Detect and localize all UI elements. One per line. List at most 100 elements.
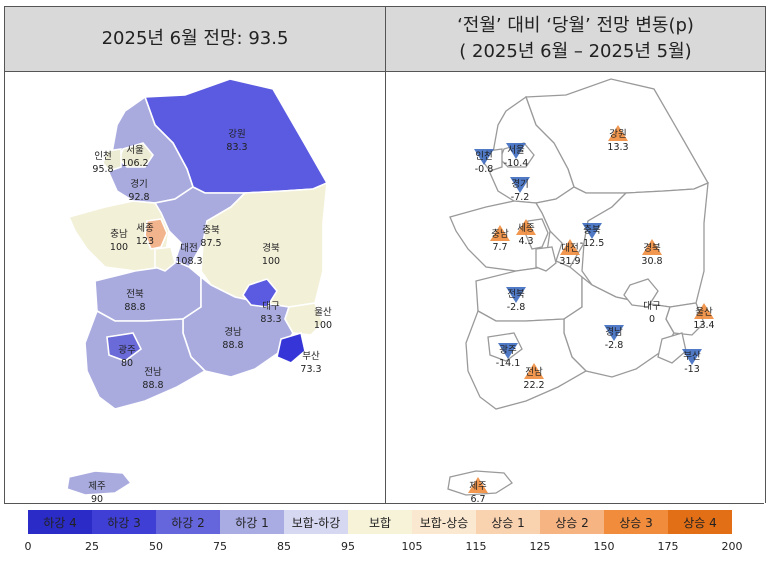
up-arrow-icon-chungnam bbox=[490, 225, 510, 241]
change-value-gangwon: 13.3 bbox=[607, 142, 628, 153]
up-arrow-icon-jeju bbox=[468, 477, 488, 493]
change-value-jeju: 6.7 bbox=[470, 494, 485, 503]
down-arrow-icon-chungbuk bbox=[582, 223, 602, 239]
change-value-jeonbuk: -2.8 bbox=[507, 302, 526, 313]
change-name-seoul: 서울 bbox=[507, 145, 525, 156]
down-arrow-icon-gwangju bbox=[498, 343, 518, 359]
figure-frame: 2025년 6월 전망: 93.5 ‘전월’ 대비 ‘당월’ 전망 변동(p) … bbox=[4, 6, 766, 505]
change-name-busan: 부산 bbox=[683, 351, 701, 362]
down-arrow-icon-incheon bbox=[474, 149, 494, 165]
right-panel-title-line1: ‘전월’ 대비 ‘당월’ 전망 변동(p) bbox=[457, 15, 694, 36]
right-panel-title-line2: ( 2025년 6월 – 2025년 5월) bbox=[459, 41, 692, 62]
region-value-jeonnam: 88.8 bbox=[142, 380, 163, 391]
change-value-seoul: -10.4 bbox=[504, 158, 529, 169]
region-name-daegu: 대구 bbox=[262, 301, 280, 312]
change-name-gyeongbuk: 경북 bbox=[643, 242, 661, 254]
change-value-sejong: 4.3 bbox=[518, 236, 533, 247]
region-name-gyeongbuk: 경북 bbox=[262, 242, 280, 254]
region-jeju bbox=[66, 470, 133, 496]
change-value-daejeon: 31.9 bbox=[559, 256, 580, 267]
change-name-daejeon: 대전 bbox=[561, 243, 578, 254]
legend-item-0: 하강 4 bbox=[28, 510, 92, 534]
region-name-jeonbuk: 전북 bbox=[126, 289, 144, 300]
region-name-ulsan: 울산 bbox=[314, 307, 332, 318]
legend-scale-tick: 115 bbox=[465, 540, 487, 553]
region-value-chungbuk: 87.5 bbox=[200, 238, 221, 249]
region-busan bbox=[276, 331, 306, 364]
region-name-jeonnam: 전남 bbox=[144, 367, 162, 378]
change-value-gyeongbuk: 30.8 bbox=[641, 256, 662, 267]
change-name-gwangju: 광주 bbox=[499, 344, 517, 356]
region-value-gwangju: 80 bbox=[121, 358, 133, 369]
legend-item-3: 하강 1 bbox=[220, 510, 284, 534]
legend-scale-tick: 95 bbox=[341, 540, 355, 553]
region-name-incheon: 인천 bbox=[94, 151, 111, 162]
region-jeonbuk bbox=[94, 260, 202, 322]
legend-item-10: 상승 4 bbox=[668, 510, 732, 534]
region-value-gyeongnam: 88.8 bbox=[222, 340, 243, 351]
change-value-gyeongnam: -2.8 bbox=[605, 340, 624, 351]
left-panel-title: 2025년 6월 전망: 93.5 bbox=[101, 28, 289, 49]
legend-item-8: 상승 2 bbox=[540, 510, 604, 534]
change-value-ulsan: 13.4 bbox=[693, 320, 714, 331]
legend-item-5: 보합 bbox=[348, 510, 412, 534]
region-name-gyeongnam: 경남 bbox=[224, 326, 242, 338]
region-daejeon bbox=[154, 246, 176, 272]
region-value-gyeongbuk: 100 bbox=[262, 256, 280, 267]
region-value-sejong: 123 bbox=[136, 236, 154, 247]
region-sejong bbox=[144, 218, 168, 250]
down-arrow-icon-gyeonggi bbox=[510, 177, 530, 193]
legend-item-9: 상승 3 bbox=[604, 510, 668, 534]
change-value-jeonnam: 22.2 bbox=[523, 380, 544, 391]
region-name-jeju: 제주 bbox=[88, 481, 106, 492]
change-name-gyeongnam: 경남 bbox=[605, 326, 623, 338]
up-arrow-icon-sejong bbox=[516, 219, 536, 235]
change-name-chungbuk: 충북 bbox=[583, 225, 601, 236]
legend-scale: 0 25 50 75 85 95 105 115 125 150 175 200 bbox=[0, 540, 768, 558]
region-daegu bbox=[242, 278, 278, 308]
region-value-daejeon: 108.3 bbox=[175, 256, 202, 267]
up-arrow-icon-gyeongbuk bbox=[642, 239, 662, 255]
change-name-daegu: 대구 bbox=[643, 301, 661, 312]
region-value-gangwon: 83.3 bbox=[226, 142, 247, 153]
up-arrow-icon-ulsan bbox=[694, 303, 714, 319]
region-value-chungnam: 100 bbox=[110, 242, 128, 253]
legend-scale-tick: 200 bbox=[721, 540, 743, 553]
legend-scale-tick: 50 bbox=[149, 540, 163, 553]
legend-scale-tick: 85 bbox=[277, 540, 291, 553]
change-name-sejong: 세종 bbox=[517, 223, 535, 234]
region-value-gyeonggi: 92.8 bbox=[128, 192, 149, 203]
region-gwangju bbox=[106, 332, 143, 362]
change-name-chungnam: 충남 bbox=[491, 229, 509, 240]
region-value-daegu: 83.3 bbox=[260, 314, 281, 325]
legend-item-4: 보합-하강 bbox=[284, 510, 348, 534]
change-value-incheon: -0.8 bbox=[475, 164, 494, 175]
region-name-seoul: 서울 bbox=[126, 145, 144, 156]
down-arrow-icon-gyeongnam bbox=[604, 325, 624, 341]
region-value-jeju: 90 bbox=[91, 494, 103, 503]
change-name-incheon: 인천 bbox=[475, 151, 492, 162]
legend-scale-tick: 175 bbox=[657, 540, 679, 553]
frame-bottom-border bbox=[4, 503, 764, 504]
region-value-seoul: 106.2 bbox=[121, 158, 148, 169]
region-value-ulsan: 100 bbox=[314, 320, 332, 331]
change-name-jeonnam: 전남 bbox=[525, 367, 543, 378]
right-change-map: 강원 13.3 경기 -7.2 충북 -12.5 충남 7.7 경북 30.8 전북 -2.8 경남 -2… bbox=[447, 78, 715, 505]
up-arrow-icon-jeonnam bbox=[524, 363, 544, 379]
left-panel-header: 2025년 6월 전망: 93.5 bbox=[4, 6, 386, 72]
legend-scale-tick: 150 bbox=[593, 540, 615, 553]
legend-item-1: 하강 3 bbox=[92, 510, 156, 534]
down-arrow-icon-jeonbuk bbox=[506, 287, 526, 303]
change-value-gwangju: -14.1 bbox=[496, 358, 521, 369]
legend-scale-tick: 75 bbox=[213, 540, 227, 553]
down-arrow-icon-busan bbox=[682, 349, 702, 365]
legend-scale-tick: 25 bbox=[85, 540, 99, 553]
region-value-busan: 73.3 bbox=[300, 364, 321, 375]
region-name-sejong: 세종 bbox=[136, 223, 154, 234]
left-choropleth-map: 강원 83.3 경기 92.8 충북 87.5 충남 100 경북 100 전북 88.8 경남 88.8… bbox=[66, 78, 332, 505]
right-map-panel: 강원 13.3 경기 -7.2 충북 -12.5 충남 7.7 경북 30.8 전북 -2.8 경남 -2… bbox=[385, 71, 766, 505]
left-map-panel: 강원 83.3 경기 92.8 충북 87.5 충남 100 경북 100 전북 88.8 경남 88.8… bbox=[4, 71, 386, 505]
region-incheon bbox=[102, 148, 122, 172]
change-value-daegu: 0 bbox=[649, 314, 655, 325]
change-name-gangwon: 강원 bbox=[609, 129, 626, 140]
